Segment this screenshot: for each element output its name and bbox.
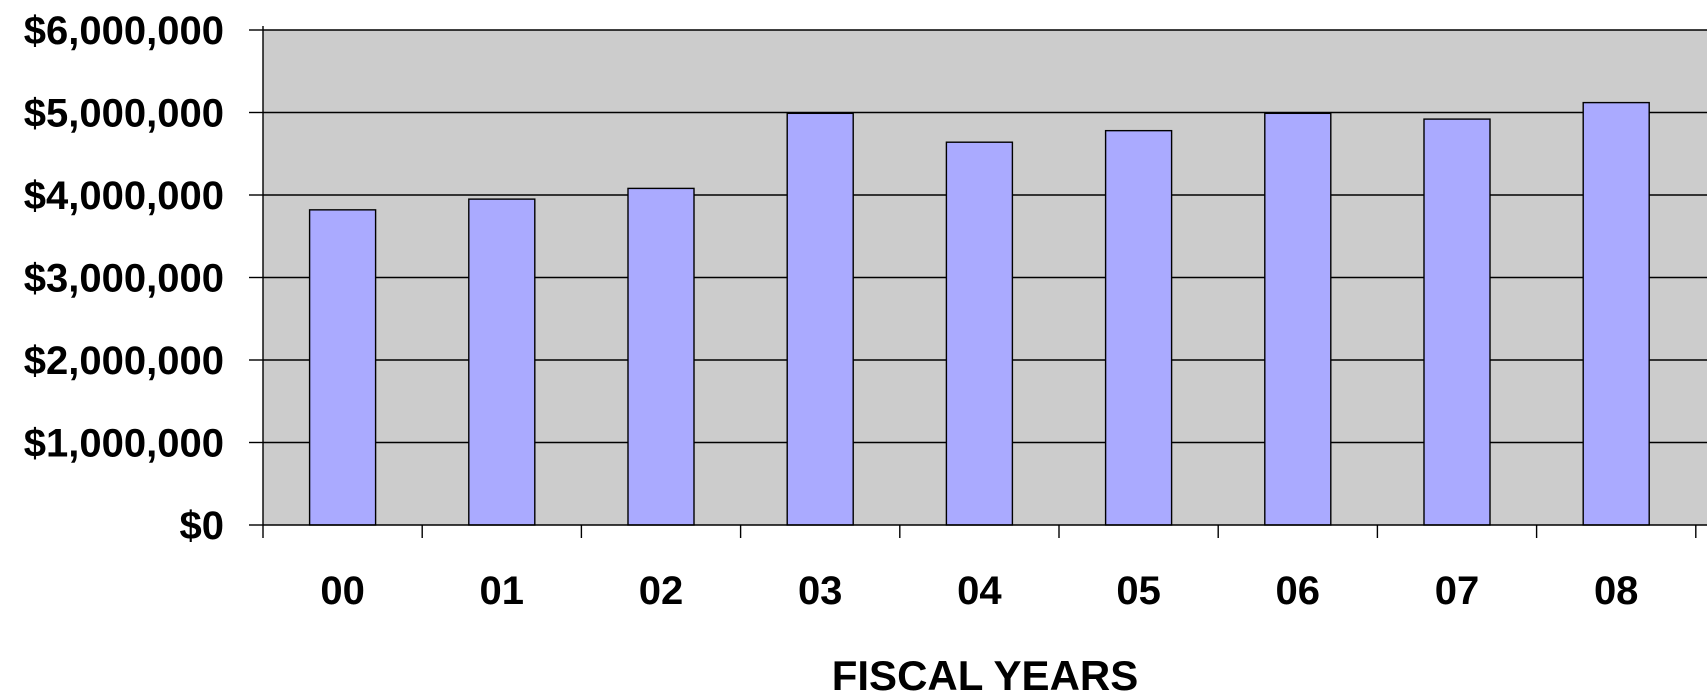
y-tick-label: $3,000,000: [24, 257, 224, 301]
bars: [308, 101, 1650, 526]
y-tick-label: $5,000,000: [24, 92, 224, 136]
x-tick-label: 01: [480, 569, 525, 613]
x-tick-label: 05: [1116, 569, 1161, 613]
y-tick-label: $4,000,000: [24, 174, 224, 218]
axes: [249, 26, 1707, 538]
bar-00: [308, 209, 377, 526]
bar-02: [627, 187, 695, 526]
x-tick-label: 07: [1435, 569, 1480, 613]
bar-08: [1582, 101, 1650, 526]
x-tick-label: 04: [957, 569, 1002, 613]
x-tick-label: 03: [798, 569, 843, 613]
x-tick-label: 02: [639, 569, 684, 613]
y-tick-label: $0: [180, 504, 225, 548]
bar-03: [786, 112, 854, 526]
bar-04: [945, 141, 1014, 526]
y-tick-label: $2,000,000: [24, 339, 224, 383]
y-tick-labels: $0 $1,000,000 $2,000,000 $3,000,000 $4,000,0…: [24, 9, 224, 548]
y-tick-label: $6,000,000: [24, 9, 224, 53]
bar-07: [1423, 118, 1491, 526]
x-tick-label: 00: [320, 569, 365, 613]
bar-01: [468, 198, 536, 526]
bar-06: [1264, 112, 1332, 526]
y-tick-label: $1,000,000: [24, 422, 224, 466]
x-tick-label: 08: [1594, 569, 1639, 613]
x-axis-title: FISCAL YEARS: [832, 652, 1139, 696]
bar-05: [1104, 129, 1173, 526]
x-tick-label: 06: [1276, 569, 1321, 613]
x-tick-labels: 00 01 02 03 04 05 06 07 08: [320, 569, 1638, 613]
